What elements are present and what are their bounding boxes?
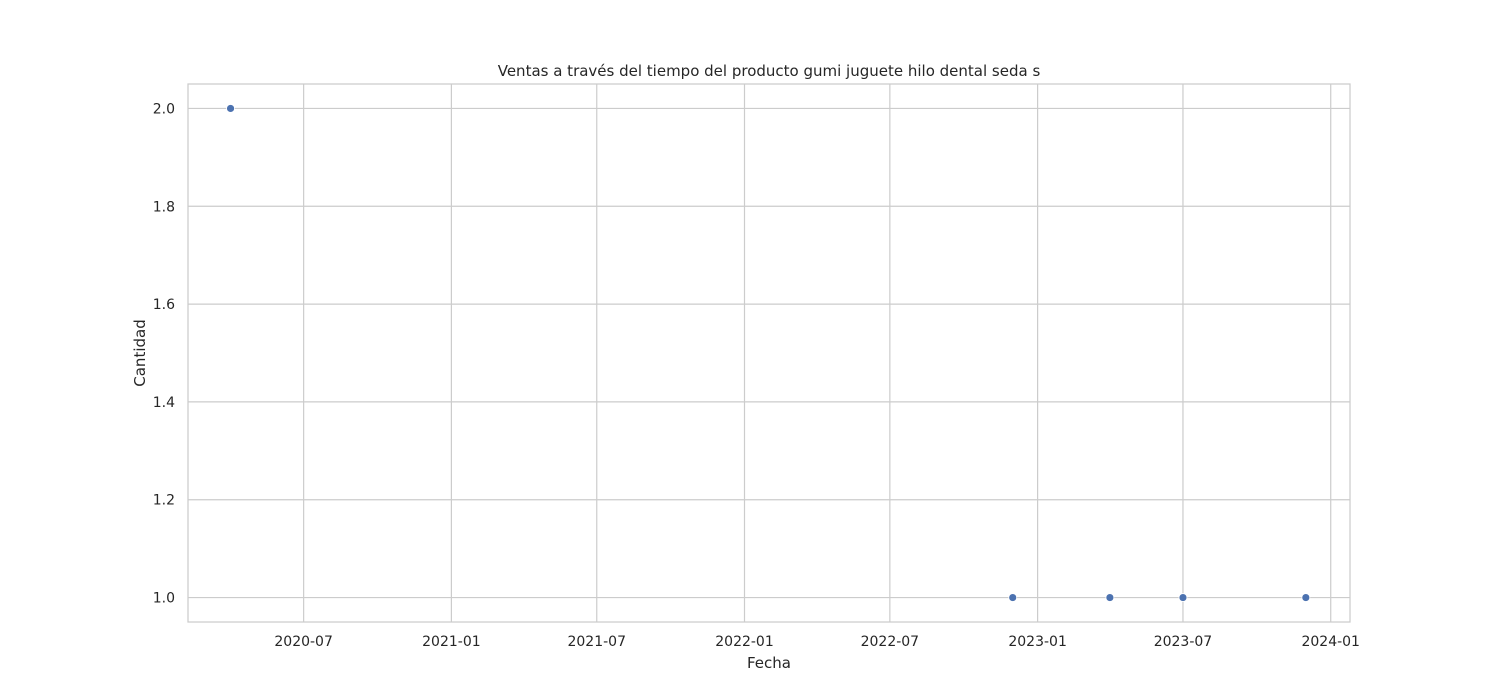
y-tick-label: 1.0 — [153, 591, 175, 607]
x-tick-label: 2022-07 — [861, 634, 920, 650]
data-point — [226, 104, 235, 113]
x-tick-label: 2021-07 — [567, 634, 626, 650]
y-axis-label: Cantidad — [131, 319, 149, 386]
data-point — [1178, 593, 1188, 602]
y-axis-ticks: 1.0 1.2 1.4 1.6 1.8 2.0 — [153, 101, 175, 606]
x-tick-label: 2021-01 — [422, 634, 481, 650]
data-point — [1301, 593, 1311, 602]
y-tick-label: 1.4 — [153, 395, 175, 411]
x-tick-label: 2023-07 — [1154, 634, 1213, 650]
data-point — [1105, 593, 1115, 602]
x-axis-label: Fecha — [747, 654, 791, 672]
x-tick-label: 2022-01 — [715, 634, 774, 650]
data-point — [1008, 593, 1018, 602]
y-tick-label: 1.6 — [153, 297, 175, 313]
y-tick-label: 2.0 — [153, 101, 175, 117]
grid-lines — [188, 84, 1350, 622]
x-tick-label: 2023-01 — [1008, 634, 1067, 650]
y-tick-label: 1.8 — [153, 199, 175, 215]
x-tick-label: 2024-01 — [1301, 634, 1360, 650]
chart-title: Ventas a través del tiempo del producto … — [498, 62, 1041, 80]
data-points — [226, 104, 1311, 602]
x-tick-label: 2020-07 — [274, 634, 333, 650]
x-axis-ticks: 2020-07 2021-01 2021-07 2022-01 2022-07 2023-… — [274, 634, 1360, 650]
y-tick-label: 1.2 — [153, 493, 175, 509]
plot-frame — [187, 83, 1351, 623]
